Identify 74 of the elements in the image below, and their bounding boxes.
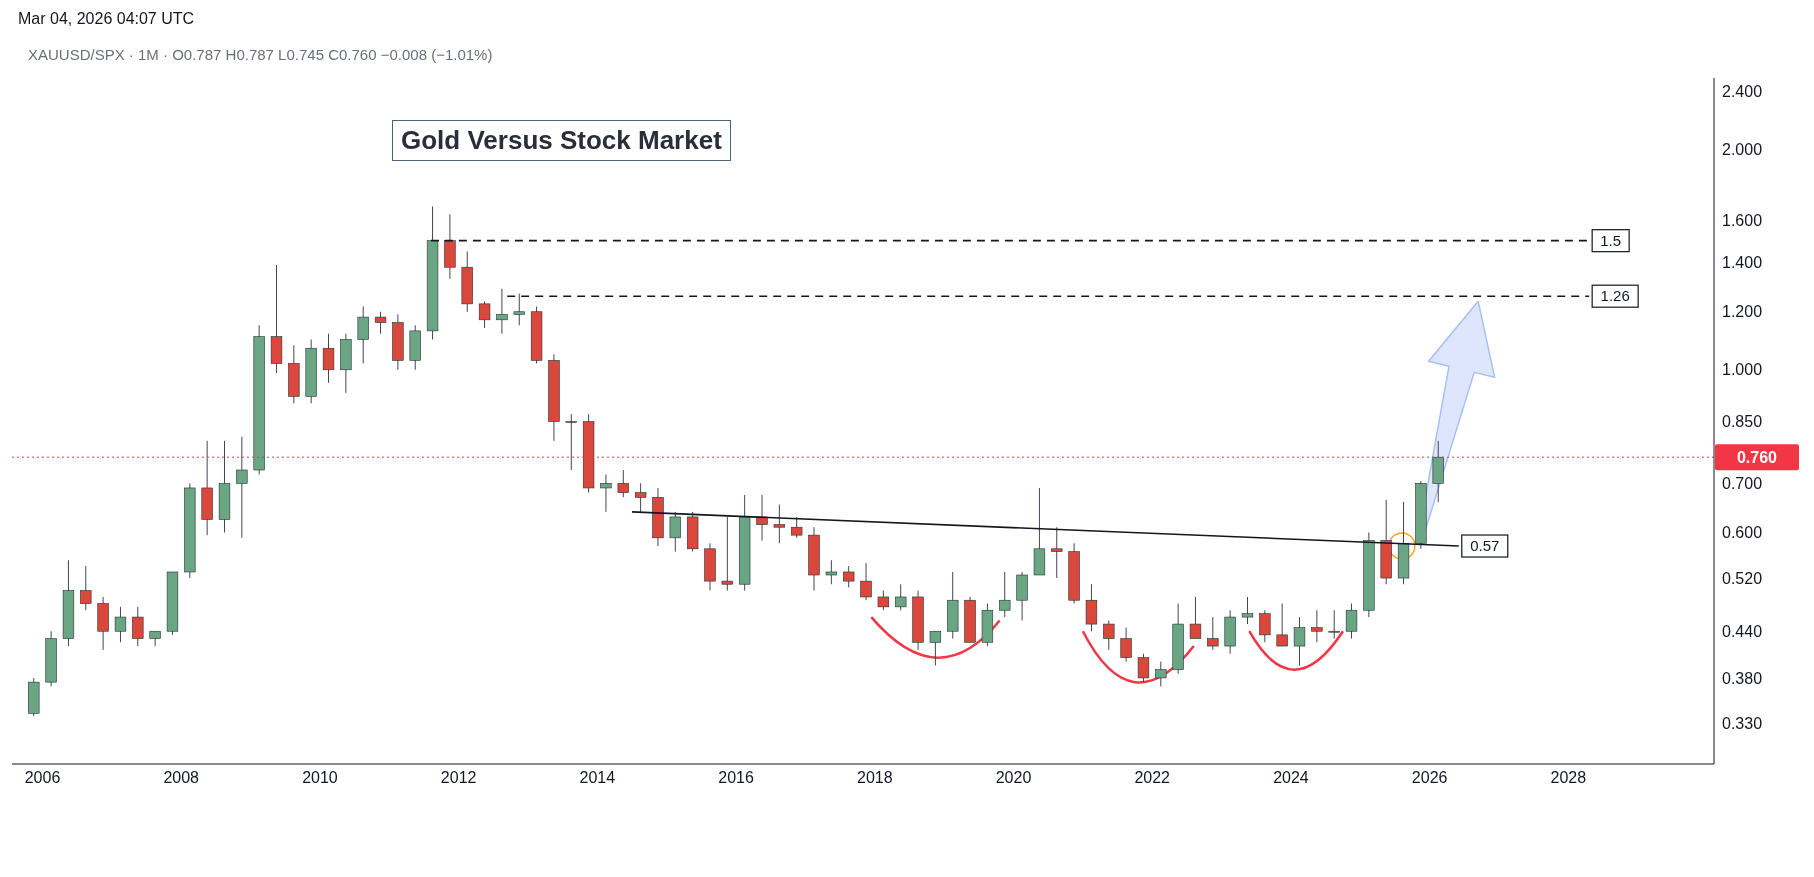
candlestick (756, 494, 768, 542)
y-tick-label: 0.520 (1722, 569, 1763, 587)
candlestick (791, 516, 803, 539)
ref-line-label: 0.760 (1736, 449, 1778, 467)
candlestick (1345, 603, 1358, 640)
candlestick (1085, 583, 1098, 632)
y-tick-label: 0.440 (1722, 622, 1763, 640)
candlestick (1207, 616, 1219, 651)
candlestick (1311, 609, 1323, 643)
candlestick (1103, 620, 1115, 651)
candlestick (895, 583, 907, 611)
y-tick-label: 2.400 (1722, 82, 1763, 100)
candlestick (1241, 596, 1254, 625)
annotation: 1.26 (1600, 287, 1630, 305)
annotation: 1.5 (1600, 231, 1622, 249)
candlestick (1120, 627, 1132, 663)
y-tick-label: 0.850 (1722, 413, 1763, 431)
y-tick-label: 0.700 (1722, 475, 1763, 493)
x-tick-label: 2006 (24, 769, 61, 787)
text: Gold Versus Stock Market (392, 120, 731, 161)
x-tick-label: 2008 (163, 769, 200, 787)
y-tick-label: 0.380 (1722, 669, 1763, 687)
candlestick (513, 293, 525, 326)
candlestick (634, 482, 647, 513)
candlestick (860, 562, 872, 601)
x-tick-label: 2012 (440, 769, 477, 787)
candlestick (877, 590, 890, 611)
candlestick (929, 630, 942, 667)
candlestick (374, 311, 387, 335)
candlestick (1293, 616, 1306, 667)
x-tick-label: 2010 (302, 769, 338, 787)
candlestick (357, 305, 369, 364)
chart-subtitle: XAUUSD/SPX · 1M · O0.787 H0.787 L0.745 C0.760 −0.008 (−1.01%) (28, 46, 493, 63)
candlestick (669, 511, 681, 553)
y-tick-label: 1.600 (1722, 211, 1763, 229)
y-tick-label: 0.600 (1722, 524, 1763, 542)
x-tick-label: 2014 (579, 769, 616, 787)
x-tick-label: 2020 (995, 769, 1032, 787)
candlestick (1328, 609, 1340, 640)
x-tick-label: 2016 (718, 769, 754, 787)
text: Mar 04, 2026 04:07 UTC (18, 10, 195, 27)
candlestick (617, 469, 629, 498)
candlestick (825, 559, 838, 585)
candlestick (478, 300, 491, 329)
candlestick (1155, 661, 1167, 687)
y-tick-label: 1.200 (1722, 303, 1763, 321)
y-tick-label: 0.330 (1722, 714, 1763, 732)
y-tick-label: 1.000 (1722, 361, 1763, 379)
candlestick (565, 413, 577, 471)
candlestick (114, 606, 127, 643)
x-tick-label: 2018 (856, 769, 893, 787)
x-tick-label: 2024 (1273, 769, 1309, 787)
candlestick (843, 565, 855, 588)
candlestick (80, 565, 92, 611)
y-tick-label: 1.400 (1722, 254, 1763, 272)
candlestick (721, 516, 733, 592)
candlestick (773, 504, 786, 544)
candlestick (496, 288, 508, 335)
candlestick (999, 571, 1011, 618)
candlestick (1137, 653, 1150, 683)
candlestick (236, 436, 248, 539)
y-tick-label: 2.000 (1722, 140, 1763, 158)
x-tick-label: 2022 (1134, 769, 1171, 787)
x-tick-label: 2028 (1550, 769, 1587, 787)
candlestick (149, 630, 161, 647)
candlestick (1189, 596, 1202, 640)
candlestick (1259, 609, 1271, 643)
candlestick (1051, 526, 1063, 579)
candlestick (322, 333, 335, 384)
candlestick (132, 606, 144, 647)
candlestick (600, 473, 612, 513)
candlestick (1276, 603, 1288, 647)
x-tick-label: 2026 (1411, 769, 1448, 787)
annotation: 0.57 (1470, 537, 1500, 555)
